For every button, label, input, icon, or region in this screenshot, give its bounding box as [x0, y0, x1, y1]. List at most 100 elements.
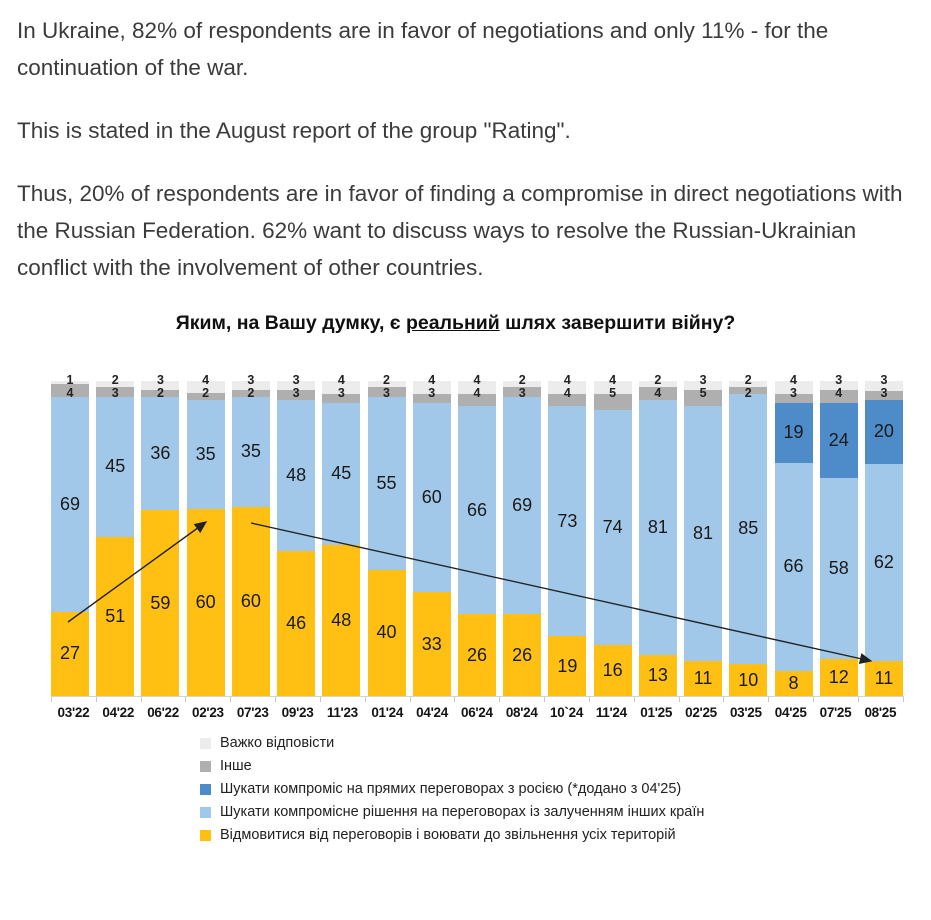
stack-segment	[412, 381, 451, 394]
stack-segment: 69	[503, 396, 542, 615]
legend-item: Інше	[200, 758, 914, 774]
bar-04'24: 4 3 60 33	[412, 374, 451, 696]
stack-segment	[412, 393, 451, 404]
stack-segment	[277, 381, 316, 391]
stack-segment	[367, 387, 406, 397]
stack-segment	[774, 393, 813, 404]
x-axis-label: 08'25	[864, 705, 897, 720]
bar-02'25: 3 5 81 11	[684, 374, 723, 696]
x-axis-label: 08'24	[505, 705, 538, 720]
bar-04'22: 2 3 45 51	[96, 374, 135, 696]
legend-swatch	[200, 829, 211, 841]
segment-value-label: 74	[602, 516, 623, 537]
segment-value-label: 35	[240, 441, 261, 462]
axis-tick	[411, 697, 456, 702]
legend-item: Шукати компроміс на прямих переговорах з…	[200, 781, 914, 797]
segment-value-label: 60	[421, 487, 442, 508]
x-axis-label: 02'23	[192, 705, 224, 720]
axis-tick	[366, 697, 411, 702]
stack-segment	[231, 390, 270, 397]
stack-segment	[141, 381, 180, 391]
chart-title-prefix: Яким, на Вашу думку, є	[175, 312, 406, 334]
stack-segment	[96, 387, 135, 397]
stack-segment: 73	[548, 406, 587, 637]
axis-tick	[590, 697, 635, 702]
stack-segment: 35	[186, 399, 225, 509]
stack-segment: 66	[457, 406, 496, 615]
stack-segment: 45	[322, 403, 361, 545]
stack-segment	[503, 381, 542, 388]
legend-swatch	[200, 760, 211, 772]
axis-tick	[814, 697, 859, 702]
stack-segment: 59	[141, 510, 180, 696]
segment-value-label: 33	[421, 633, 442, 654]
stack-segment	[819, 390, 858, 403]
stack-segment: 51	[96, 536, 135, 696]
bar-06'24: 4 4 66 26	[457, 374, 496, 696]
x-axis-label: 11'24	[595, 705, 627, 720]
bar-11'23: 4 3 45 48	[322, 374, 361, 696]
segment-value-label: 66	[783, 556, 804, 577]
stack-segment	[51, 384, 89, 397]
segment-value-label: 45	[331, 463, 352, 484]
segment-value-label: 62	[873, 551, 894, 572]
segment-value-label: 55	[376, 472, 397, 493]
stack-segment	[638, 381, 677, 388]
x-axis-label: 03'25	[729, 705, 762, 720]
stack-segment: 81	[684, 406, 723, 662]
segment-value-label: 19	[557, 655, 578, 676]
bar-07'23: 3 2 35 60	[231, 374, 270, 696]
chart-legend: Важко відповісти Інше Шукати компроміс на …	[200, 735, 914, 843]
segment-value-label: 48	[286, 464, 307, 485]
axis-tick	[321, 697, 366, 702]
segment-value-label: 60	[195, 591, 216, 612]
bar-10`24: 4 4 73 19	[548, 374, 587, 696]
stack-segment: 81	[638, 399, 677, 656]
stack-segment: 62	[864, 463, 903, 661]
bar-06'22: 3 2 36 59	[141, 374, 180, 696]
axis-tick	[52, 697, 97, 702]
stack-segment: 26	[503, 614, 542, 696]
stack-segment: 33	[412, 592, 451, 696]
segment-value-label: 45	[105, 456, 126, 477]
paragraph-details: Thus, 20% of respondents are in favor of…	[17, 181, 903, 280]
stack-segment	[729, 387, 768, 394]
axis-tick	[276, 697, 321, 702]
bar-02'23: 4 2 35 60	[186, 374, 225, 696]
article-page: In Ukraine, 82% of respondents are in fa…	[17, 18, 914, 843]
segment-value-label: 69	[512, 494, 533, 515]
stack-segment: 16	[593, 645, 632, 696]
stack-segment	[684, 381, 723, 391]
stack-segment: 26	[457, 614, 496, 696]
x-axis-label: 02'25	[685, 705, 717, 720]
segment-value-label: 85	[738, 518, 759, 539]
x-axis-label: 11'23	[326, 705, 358, 720]
stack-segment: 46	[277, 551, 316, 696]
stack-segment: 13	[638, 655, 677, 696]
legend-label: Шукати компромісне рішення на переговора…	[220, 804, 705, 820]
paragraph-source: This is stated in the August report of t…	[17, 118, 571, 143]
segment-value-label: 26	[466, 644, 487, 665]
segment-value-label: 11	[874, 667, 894, 688]
legend-item: Важко відповісти	[200, 735, 914, 751]
chart-title: Яким, на Вашу думку, є реальний шлях зав…	[17, 312, 894, 335]
bar-03'22: 1 4 69 27	[51, 374, 89, 696]
x-axis-label: 01'25	[640, 705, 673, 720]
segment-value-label: 26	[512, 644, 533, 665]
stack-segment: 24	[819, 402, 858, 478]
segment-value-label: 60	[240, 590, 261, 611]
stack-segment: 58	[819, 477, 858, 659]
stack-segment: 40	[367, 569, 406, 696]
stack-segment: 11	[684, 661, 723, 696]
axis-tick	[769, 697, 815, 702]
bar-03'25: 2 2 85 10	[729, 374, 768, 696]
bar-08'24: 2 3 69 26	[503, 374, 542, 696]
